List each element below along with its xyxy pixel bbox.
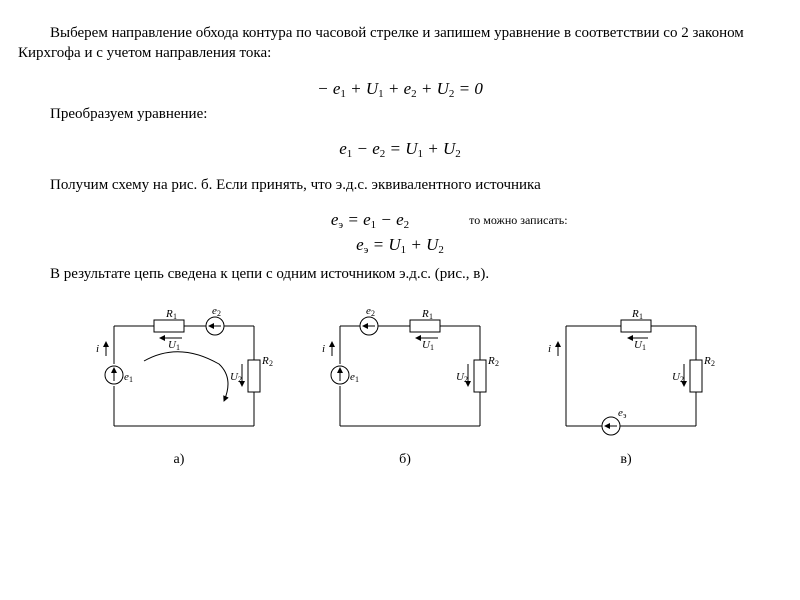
circuit-a: R1 R2 e2 e1 U1 U2 i а): [84, 306, 274, 468]
circuit-b: R1 R2 e2 e1 U1 U2 i б): [310, 306, 500, 468]
circuit-c: R1 R2 eэ U1 U2 i в): [536, 306, 716, 468]
svg-text:1: 1: [129, 375, 133, 384]
svg-text:э: э: [623, 411, 627, 420]
equation-2: e1 − e2 = U1 + U2: [18, 139, 782, 160]
svg-text:R: R: [487, 355, 495, 367]
svg-text:i: i: [322, 343, 325, 355]
svg-text:1: 1: [173, 312, 177, 321]
equation-3-note: то можно записать:: [409, 213, 782, 228]
svg-text:2: 2: [269, 359, 273, 368]
circuit-c-svg: R1 R2 eэ U1 U2 i: [536, 306, 716, 446]
svg-text:1: 1: [355, 375, 359, 384]
svg-text:1: 1: [642, 343, 646, 352]
caption-b: б): [399, 452, 411, 468]
label-R1: R: [165, 308, 173, 320]
svg-text:R: R: [631, 308, 639, 320]
circuit-b-svg: R1 R2 e2 e1 U1 U2 i: [310, 306, 500, 446]
svg-text:1: 1: [429, 312, 433, 321]
label-R2: R: [261, 355, 269, 367]
equation-4: eэ = U1 + U2: [18, 235, 782, 256]
svg-text:1: 1: [176, 343, 180, 352]
svg-text:2: 2: [711, 359, 715, 368]
paragraph-3: Получим схему на рис. б. Если принять, ч…: [18, 175, 782, 195]
paragraph-1: Выберем направление обхода контура по ча…: [18, 23, 782, 64]
caption-c: в): [620, 452, 631, 468]
svg-text:2: 2: [217, 309, 221, 318]
svg-text:1: 1: [430, 343, 434, 352]
svg-text:2: 2: [238, 375, 242, 384]
equation-1: − e1 + U1 + e2 + U2 = 0: [18, 79, 782, 100]
label-i: i: [96, 343, 99, 355]
svg-text:i: i: [548, 343, 551, 355]
svg-text:1: 1: [639, 312, 643, 321]
svg-text:2: 2: [464, 375, 468, 384]
svg-text:R: R: [421, 308, 429, 320]
caption-a: а): [174, 452, 185, 468]
svg-text:2: 2: [680, 375, 684, 384]
paragraph-4: В результате цепь сведена к цепи с одним…: [18, 264, 782, 284]
equation-3: eэ = e1 − e2: [331, 210, 409, 231]
circuits-row: R1 R2 e2 e1 U1 U2 i а): [18, 306, 782, 468]
svg-text:2: 2: [495, 359, 499, 368]
equation-3-row: eэ = e1 − e2 то можно записать:: [18, 210, 782, 231]
circuit-a-svg: R1 R2 e2 e1 U1 U2 i: [84, 306, 274, 446]
paragraph-2: Преобразуем уравнение:: [18, 104, 782, 124]
svg-text:R: R: [703, 355, 711, 367]
svg-text:2: 2: [371, 309, 375, 318]
